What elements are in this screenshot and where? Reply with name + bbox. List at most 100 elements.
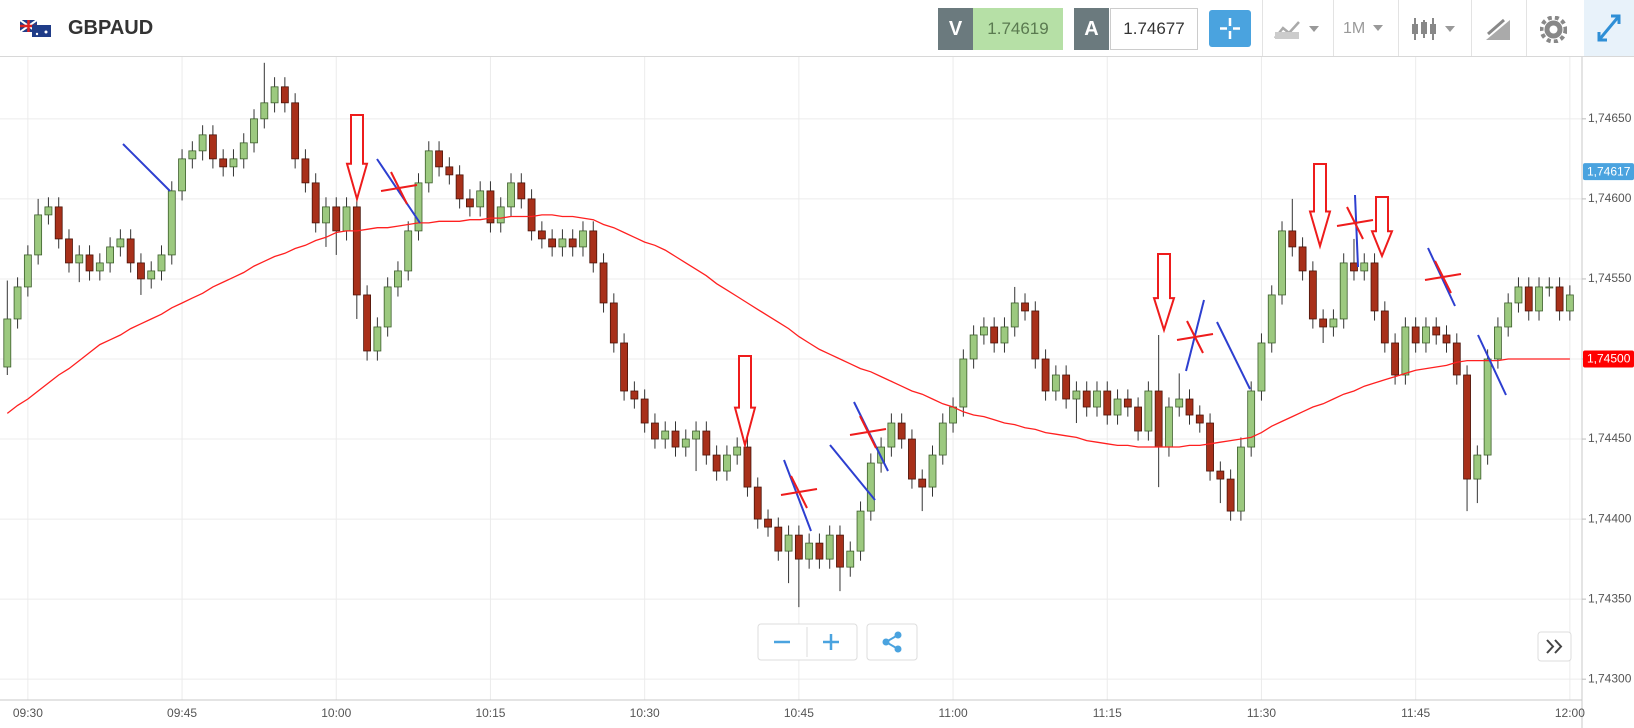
zoom-in-button[interactable] [823, 634, 839, 650]
candle-body [1051, 374, 1060, 392]
candle-body [805, 542, 814, 560]
x-tick-label: 09:30 [13, 706, 43, 720]
symbol: GBPAUD [68, 17, 154, 39]
candle-body [1391, 342, 1399, 376]
candle-body [599, 262, 608, 304]
candle-body [1010, 302, 1019, 328]
candle-body [1535, 286, 1543, 312]
candle-body [815, 542, 824, 560]
y-tick-label: 1,74450 [1588, 431, 1632, 445]
candle-body [579, 230, 587, 248]
candle-body [774, 526, 783, 552]
candle-body [1452, 342, 1461, 376]
share-button[interactable] [882, 631, 902, 653]
y-tick-label: 1,74600 [1588, 191, 1632, 205]
axes: 1,74300 1,74350 1,74400 1,74450 1,74500 1,745… [13, 111, 1634, 720]
x-tick-label: 11:00 [938, 706, 967, 720]
candle-body [496, 206, 505, 224]
candle-body [1134, 406, 1142, 432]
candle-body [1463, 374, 1471, 480]
candle-body [661, 430, 670, 440]
candle-body [486, 190, 495, 224]
settings-button[interactable] [1540, 16, 1567, 43]
candle-body [1216, 470, 1225, 480]
candle-body [1524, 286, 1533, 312]
price-label-box [1583, 350, 1634, 368]
candle-body [85, 254, 94, 272]
sell-label[interactable]: V [938, 8, 973, 50]
drawing-tool-button[interactable] [1484, 16, 1512, 42]
candle-body [301, 158, 310, 184]
candle-type-button[interactable] [1411, 16, 1459, 42]
candle-body [733, 446, 742, 456]
scroll-end-button[interactable] [1546, 639, 1563, 654]
timeframe[interactable]: 1M [1343, 20, 1366, 37]
candle-body [1339, 262, 1348, 320]
candle-body [640, 398, 649, 424]
candle-body [1103, 390, 1112, 416]
flag-icon [20, 20, 51, 37]
candle-body [1411, 326, 1420, 344]
sell-price[interactable]: 1.74619 [973, 8, 1063, 50]
trend-line-drawing [829, 444, 876, 501]
candle-body [250, 118, 258, 144]
candle-body [1494, 326, 1502, 360]
candle-body [856, 510, 865, 552]
candle-body [1000, 326, 1009, 344]
x-tick-label: 10:30 [630, 706, 660, 720]
cross-drawing [790, 475, 808, 509]
x-tick-label: 12:00 [1555, 706, 1585, 720]
x-tick-label: 11:45 [1401, 706, 1430, 720]
chart-type-button[interactable] [1273, 18, 1323, 42]
candle-body [1267, 294, 1276, 344]
crosshair-button[interactable] [1209, 10, 1251, 47]
candle-body [1031, 310, 1040, 360]
candle-body [1237, 446, 1245, 512]
buy-price[interactable]: 1.74677 [1110, 8, 1198, 50]
candle-body [1380, 310, 1389, 344]
candle-body [126, 238, 135, 264]
candle-body [1041, 358, 1050, 392]
candle-body [465, 198, 474, 208]
y-tick-label: 1,74350 [1588, 591, 1632, 605]
candle-body [1442, 334, 1451, 344]
candle-body [1123, 398, 1132, 408]
trend-line-drawing [122, 143, 171, 192]
candle-body [1195, 414, 1204, 424]
candle-body [1360, 262, 1369, 272]
cross-drawing [1346, 206, 1364, 240]
candle-body [589, 230, 598, 264]
x-tick-label: 11:30 [1247, 706, 1276, 720]
candle-body [784, 534, 793, 552]
dropdown-caret [1373, 25, 1383, 31]
candle-body [908, 438, 916, 480]
trend-line-drawing [1477, 334, 1507, 396]
candle-body [352, 206, 361, 296]
candle-body [270, 86, 279, 104]
candle-body [445, 166, 454, 176]
separator [1526, 0, 1527, 56]
candle-body [866, 462, 875, 512]
candle-body [897, 422, 906, 440]
candle-body [1370, 262, 1379, 312]
buy-label[interactable]: A [1074, 8, 1109, 50]
candle-body [404, 230, 413, 272]
separator [1471, 0, 1472, 56]
candle-body [1308, 270, 1317, 320]
candle-body [116, 238, 125, 248]
candle-body [219, 158, 228, 168]
toolbar: GBPAUD V 1.74619 A 1.74677 1M [0, 0, 1634, 57]
candle-body [1288, 230, 1297, 248]
cross-drawing [390, 171, 408, 205]
x-tick-label: 09:45 [167, 706, 197, 720]
candle-body [34, 214, 43, 256]
candle-body [969, 334, 978, 360]
cross-drawing [1434, 260, 1452, 294]
candle-body [558, 238, 567, 248]
candle-body [322, 206, 330, 224]
candle-body [342, 206, 351, 232]
candle-body [137, 262, 145, 280]
candle-body [54, 206, 63, 240]
fullscreen-button[interactable] [1584, 0, 1634, 56]
candle-body [702, 430, 711, 456]
